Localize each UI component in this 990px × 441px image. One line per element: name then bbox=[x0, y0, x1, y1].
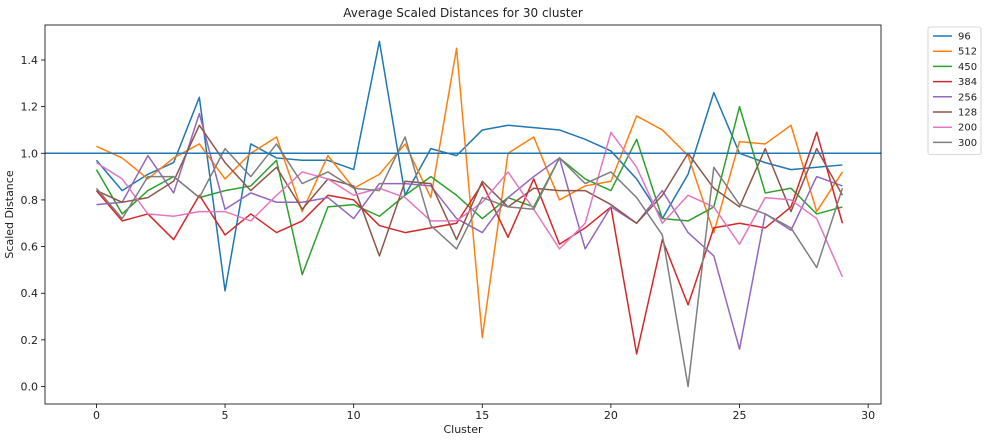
y-tick-label: 0.4 bbox=[21, 287, 39, 300]
series-line-300 bbox=[95, 136, 844, 388]
x-tick-label: 25 bbox=[733, 409, 747, 422]
y-tick-label: 0.8 bbox=[21, 194, 39, 207]
legend-label-512: 512 bbox=[958, 47, 977, 58]
x-tick-label: 0 bbox=[93, 409, 100, 422]
legend-label-450: 450 bbox=[958, 62, 977, 73]
x-tick-label: 20 bbox=[604, 409, 618, 422]
y-axis-label: Scaled Distance bbox=[3, 170, 16, 258]
legend: 96 512 450 384 256 128 200 300 bbox=[927, 26, 982, 155]
legend-box bbox=[927, 26, 982, 155]
x-axis-label: Cluster bbox=[443, 423, 483, 436]
y-tick-label: 0.6 bbox=[21, 241, 39, 254]
x-tick-label: 15 bbox=[475, 409, 489, 422]
y-tick-label: 0.0 bbox=[21, 381, 39, 394]
chart-title: Average Scaled Distances for 30 cluster bbox=[343, 6, 583, 20]
legend-label-256: 256 bbox=[958, 92, 977, 103]
series-line-200 bbox=[96, 131, 844, 278]
y-tick-label: 1.2 bbox=[21, 101, 39, 114]
series-line-256 bbox=[96, 112, 843, 350]
plot-layer bbox=[45, 40, 881, 388]
series-line-96 bbox=[95, 40, 843, 292]
series-line-384 bbox=[95, 131, 844, 355]
legend-label-384: 384 bbox=[958, 77, 977, 88]
legend-label-128: 128 bbox=[958, 108, 977, 119]
axes-layer: 0 5 10 15 20 25 30 0.0 0.2 0.4 0.6 0.8 1.0 1.2 1.4 bbox=[21, 24, 882, 422]
y-tick-label: 1.4 bbox=[21, 54, 39, 67]
x-tick-label: 10 bbox=[347, 409, 361, 422]
x-tick-label: 30 bbox=[861, 409, 875, 422]
plot-frame bbox=[44, 24, 882, 405]
legend-label-96: 96 bbox=[958, 32, 971, 43]
x-tick-label: 5 bbox=[222, 409, 229, 422]
y-tick-label: 1.0 bbox=[21, 147, 39, 160]
legend-label-200: 200 bbox=[958, 123, 977, 134]
y-tick-label: 0.2 bbox=[21, 334, 39, 347]
legend-label-300: 300 bbox=[958, 138, 977, 149]
series-line-512 bbox=[96, 47, 844, 339]
